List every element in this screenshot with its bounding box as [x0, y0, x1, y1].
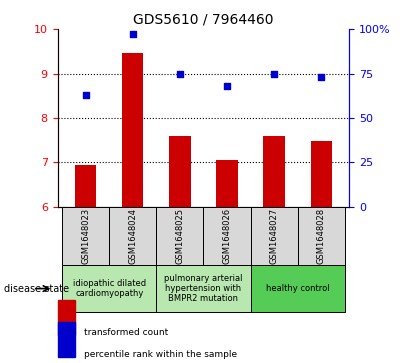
Bar [298, 207, 345, 265]
Text: GSM1648026: GSM1648026 [222, 208, 231, 264]
Text: GSM1648025: GSM1648025 [175, 208, 185, 264]
Title: GDS5610 / 7964460: GDS5610 / 7964460 [133, 12, 274, 26]
Bar [251, 265, 345, 312]
Point [129, 32, 136, 37]
Bar [216, 160, 238, 207]
Bar [62, 265, 156, 312]
Bar [169, 136, 191, 207]
Point [224, 83, 230, 89]
Bar [62, 207, 109, 265]
Bar [263, 136, 285, 207]
Text: GSM1648028: GSM1648028 [316, 208, 326, 264]
Bar [203, 207, 251, 265]
Text: percentile rank within the sample: percentile rank within the sample [84, 350, 237, 359]
Bar [156, 207, 203, 265]
Bar [58, 322, 75, 357]
Text: disease state: disease state [4, 284, 69, 294]
Bar [75, 165, 96, 207]
Bar [251, 207, 298, 265]
Text: transformed count: transformed count [84, 328, 168, 337]
Bar [156, 265, 251, 312]
Point [83, 92, 89, 98]
Text: idiopathic dilated
cardiomyopathy: idiopathic dilated cardiomyopathy [73, 279, 146, 298]
Text: GSM1648024: GSM1648024 [128, 208, 137, 264]
Point [271, 71, 277, 77]
Bar [58, 301, 75, 335]
Bar [311, 141, 332, 207]
Point [177, 71, 183, 77]
Bar [122, 53, 143, 207]
Point [318, 74, 324, 80]
Text: GSM1648023: GSM1648023 [81, 208, 90, 264]
Bar [109, 207, 156, 265]
Text: GSM1648027: GSM1648027 [270, 208, 279, 264]
Text: healthy control: healthy control [266, 284, 329, 293]
Text: pulmonary arterial
hypertension with
BMPR2 mutation: pulmonary arterial hypertension with BMP… [164, 274, 242, 303]
